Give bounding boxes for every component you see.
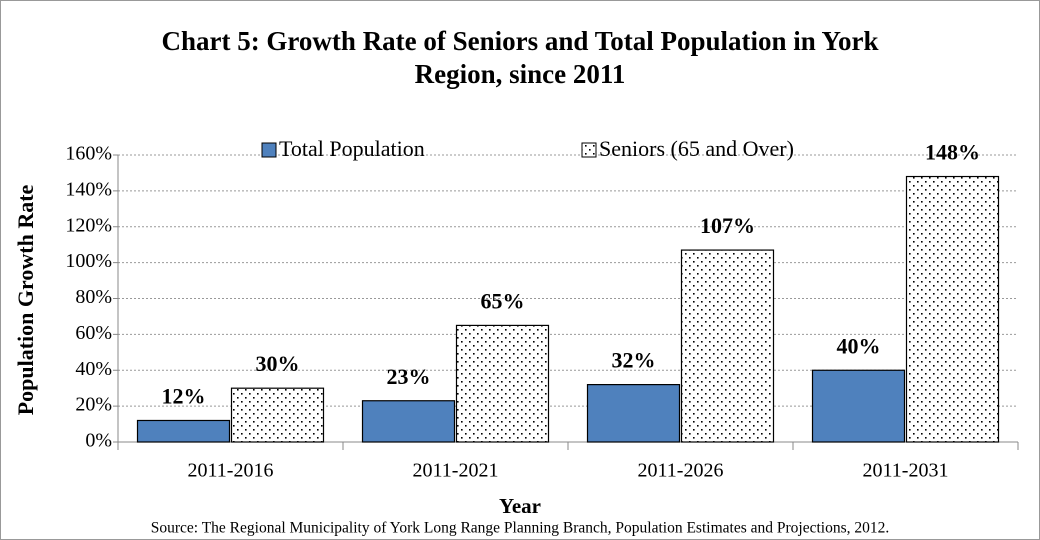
x-tick-label: 2011-2021 <box>413 460 499 482</box>
bar <box>586 384 681 443</box>
y-tick-label: 80% <box>75 286 112 308</box>
bar <box>811 369 906 443</box>
data-label: 148% <box>925 140 980 165</box>
y-axis-label: Population Growth Rate <box>13 184 38 415</box>
source: Source: The Regional Municipality of Yor… <box>151 520 889 537</box>
data-label: 23% <box>387 364 431 389</box>
x-axis-label: Year <box>499 494 541 518</box>
legend-swatch <box>261 142 277 158</box>
chart-title: Chart 5: Growth Rate of Seniors and Tota… <box>161 26 878 89</box>
data-label: 30% <box>256 351 300 376</box>
data-label: 32% <box>612 348 656 373</box>
x-tick-label: 2011-2031 <box>863 460 949 482</box>
bar <box>361 400 456 443</box>
y-tick-label: 20% <box>75 394 112 416</box>
y-tick-label: 120% <box>65 214 112 236</box>
legend-swatch <box>581 142 597 158</box>
bar <box>905 175 1000 443</box>
y-tick-label: 60% <box>75 322 112 344</box>
y-tick-label: 0% <box>85 430 112 452</box>
y-tick-label: 100% <box>65 250 112 272</box>
y-tick-label: 140% <box>65 178 112 200</box>
y-tick-label: 40% <box>75 358 112 380</box>
bar <box>230 387 325 443</box>
y-tick-label: 160% <box>65 143 112 165</box>
data-label: 12% <box>162 384 206 409</box>
legend-label: Seniors (65 and Over) <box>599 136 794 161</box>
bar <box>455 324 550 443</box>
x-tick-label: 2011-2026 <box>638 460 724 482</box>
x-tick-label: 2011-2016 <box>188 460 274 482</box>
data-label: 65% <box>481 288 525 313</box>
bar <box>680 249 775 443</box>
data-label: 40% <box>837 333 881 358</box>
data-label: 107% <box>700 213 755 238</box>
bar <box>136 419 231 443</box>
legend-label: Total Population <box>279 136 425 161</box>
